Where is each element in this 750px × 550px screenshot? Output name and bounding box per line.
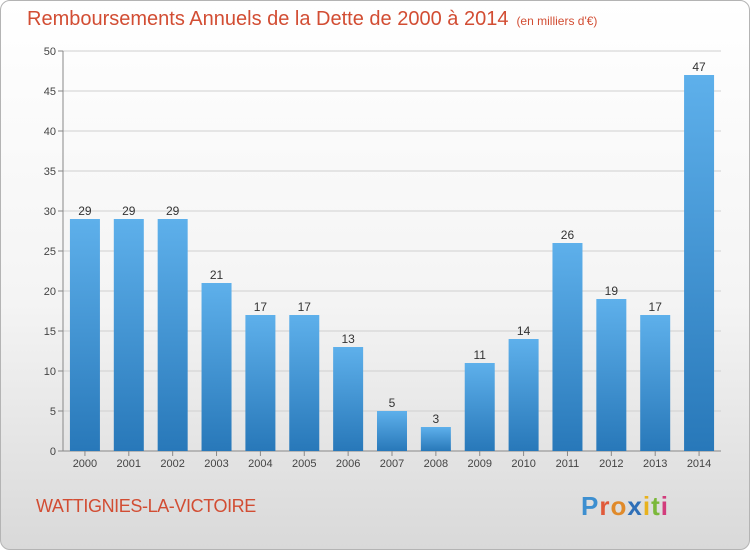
y-tick-label-10: 10 [44,366,56,378]
data-label-2002: 29 [166,204,180,218]
data-label-2014: 47 [692,60,706,74]
logo-letter: r [599,491,611,521]
x-tick-label-2007: 2007 [380,458,404,470]
city-name: WATTIGNIES-LA-VICTOIRE [36,496,256,516]
bar-2002 [157,219,188,451]
x-tick-label-2013: 2013 [643,458,667,470]
data-label-2010: 14 [517,324,531,338]
x-tick-label-2009: 2009 [467,458,491,470]
x-tick-label-2000: 2000 [73,458,97,470]
y-tick-label-30: 30 [44,206,56,218]
logo-letter: x [627,491,643,521]
x-tick-label-2002: 2002 [160,458,184,470]
bar-2008 [420,427,451,451]
bar-2014 [684,75,715,451]
x-tick-label-2004: 2004 [248,458,272,470]
chart-title: Remboursements Annuels de la Dette de 20… [27,8,597,31]
data-label-2006: 13 [341,332,355,346]
bar-2013 [640,315,671,451]
x-tick-label-2008: 2008 [424,458,448,470]
bar-2000 [69,219,100,451]
y-tick-label-45: 45 [44,86,56,98]
bar-2010 [508,339,539,451]
logo-letter: P [581,491,600,521]
data-label-2001: 29 [122,204,136,218]
logo-letter: i [642,491,652,521]
x-tick-label-2006: 2006 [336,458,360,470]
data-label-2011: 26 [561,228,575,242]
data-label-2009: 11 [473,348,486,362]
y-tick-label-35: 35 [44,166,56,178]
logo-letter: t [651,491,661,521]
chart-title-text: Remboursements Annuels de la Dette de 20… [27,8,509,30]
y-tick-label-50: 50 [44,46,56,58]
data-label-2005: 17 [298,300,312,314]
data-label-2007: 5 [389,396,396,410]
data-label-2004: 17 [254,300,268,314]
y-tick-label-5: 5 [50,406,56,418]
x-tick-label-2005: 2005 [292,458,316,470]
chart-unit-label: (en milliers d'€) [516,14,598,28]
bar-2009 [464,363,495,451]
x-tick-label-2010: 2010 [511,458,535,470]
bar-2001 [113,219,144,451]
logo-letter: o [610,491,628,521]
data-label-2003: 21 [210,268,224,282]
x-tick-label-2011: 2011 [556,458,580,470]
y-tick-label-0: 0 [50,446,56,458]
bar-2005 [289,315,320,451]
proxiti-logo: Proxiti [581,491,669,522]
x-tick-label-2003: 2003 [204,458,228,470]
x-tick-label-2001: 2001 [117,458,141,470]
x-tick-label-2012: 2012 [599,458,623,470]
data-label-2000: 29 [78,204,92,218]
bar-2004 [245,315,276,451]
y-tick-label-20: 20 [44,286,56,298]
bar-2007 [377,411,407,451]
y-tick-label-15: 15 [44,326,56,338]
bar-2003 [201,283,232,451]
y-tick-label-25: 25 [44,246,56,258]
bar-2012 [596,299,627,451]
bar-2011 [552,243,583,451]
data-label-2008: 3 [433,412,440,426]
data-label-2013: 17 [649,300,663,314]
bar-2006 [333,347,364,451]
x-tick-label-2014: 2014 [687,458,711,470]
logo-letter: i [660,491,669,521]
data-label-2012: 19 [605,284,619,298]
y-tick-label-40: 40 [44,126,56,138]
